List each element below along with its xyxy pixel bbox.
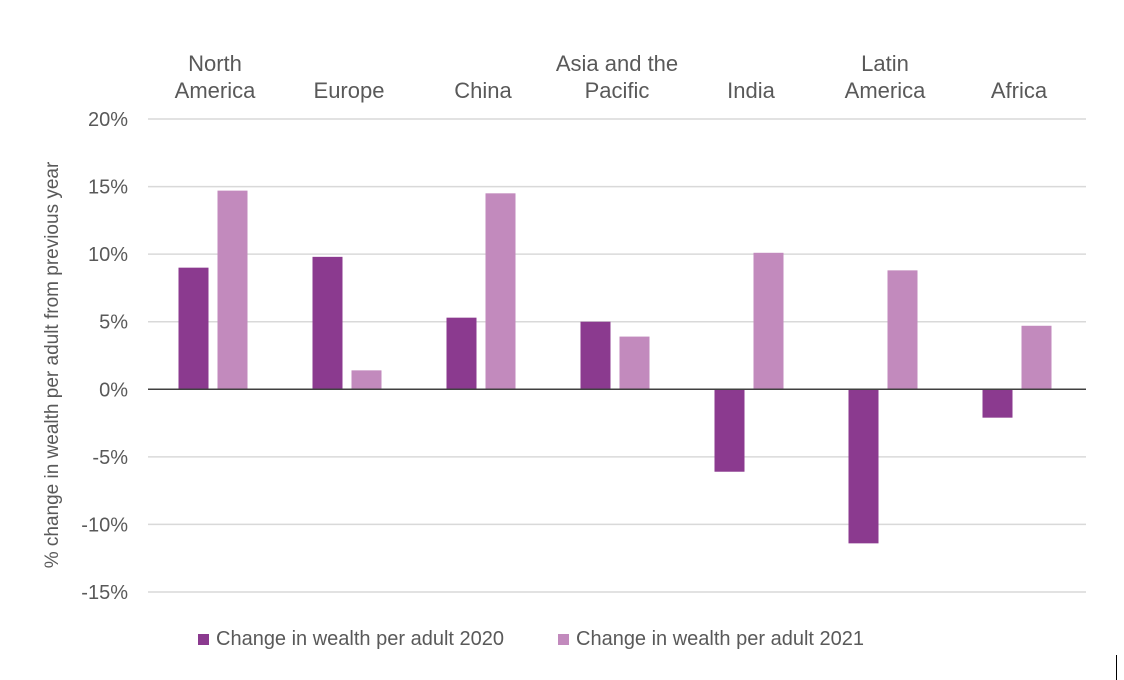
legend-swatch-2021	[558, 634, 569, 645]
y-axis-title: % change in wealth per adult from previo…	[42, 161, 63, 568]
y-tick-label: 0%	[99, 379, 128, 401]
legend: Change in wealth per adult 2020 Change i…	[198, 628, 918, 651]
category-label: Asia and the	[556, 51, 678, 76]
legend-item-2020: Change in wealth per adult 2020	[198, 628, 504, 651]
legend-label-2021: Change in wealth per adult 2021	[576, 628, 864, 650]
bar-2020	[848, 389, 879, 544]
category-label: India	[727, 78, 775, 103]
y-tick-label: 20%	[88, 109, 128, 131]
category-label: Pacific	[585, 78, 650, 103]
divider	[1116, 655, 1117, 680]
y-axis-ticks: 20% 15% 10% 5% 0% -5% -10% -15%	[81, 109, 128, 604]
bar-2021	[485, 193, 516, 390]
legend-swatch-2020	[198, 634, 209, 645]
legend-label-2020: Change in wealth per adult 2020	[216, 628, 504, 650]
gridlines	[148, 118, 1086, 593]
y-tick-label: 15%	[88, 177, 128, 199]
bar-2021	[1021, 325, 1052, 390]
bars	[178, 190, 1052, 544]
category-label: Latin	[861, 51, 909, 76]
bar-2021	[619, 336, 650, 390]
category-label: North	[188, 51, 242, 76]
legend-item-2021: Change in wealth per adult 2021	[558, 628, 864, 651]
bar-2020	[714, 389, 745, 472]
bar-2021	[217, 190, 248, 390]
y-tick-label: 10%	[88, 244, 128, 266]
bar-2020	[178, 267, 209, 390]
bar-2020	[312, 256, 343, 390]
bar-2021	[887, 270, 918, 390]
category-label: America	[175, 78, 256, 103]
category-label: China	[454, 78, 512, 103]
bar-2021	[753, 252, 784, 390]
category-label: America	[845, 78, 926, 103]
bar-2020	[446, 317, 477, 390]
y-tick-label: 5%	[99, 312, 128, 334]
category-label: Europe	[314, 78, 385, 103]
bar-2021	[351, 370, 382, 390]
y-tick-label: -15%	[81, 582, 128, 604]
bar-2020	[982, 389, 1013, 418]
y-tick-label: -5%	[92, 447, 128, 469]
y-tick-label: -10%	[81, 514, 128, 536]
bar-2020	[580, 321, 611, 390]
category-label: Africa	[991, 78, 1048, 103]
